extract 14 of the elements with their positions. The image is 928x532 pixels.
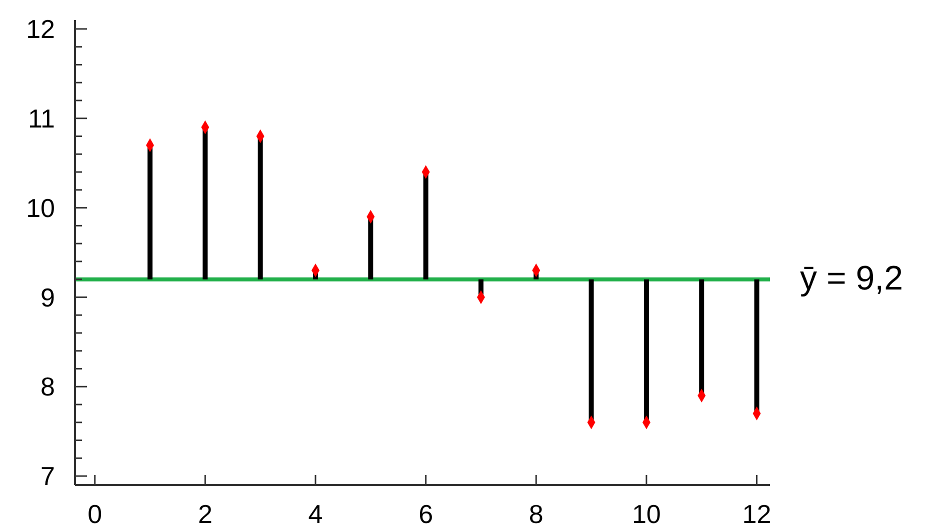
x-tick-label: 8 (528, 499, 544, 529)
y-tick-label: 8 (40, 372, 55, 402)
y-tick-label: 10 (26, 192, 55, 223)
x-tick-label: 12 (742, 499, 772, 529)
y-tick-label: 9 (40, 282, 55, 312)
x-tick-label: 4 (308, 499, 323, 529)
y-tick-label: 12 (26, 14, 55, 44)
x-tick-label: 6 (418, 499, 434, 529)
x-tick-label: 2 (198, 499, 212, 529)
ref-line-label: ȳ = 9,2 (800, 259, 904, 298)
x-tick-label: 0 (88, 499, 102, 529)
x-tick-label: 10 (632, 499, 661, 529)
y-tick-label: 7 (40, 461, 55, 492)
y-tick-label: 11 (28, 103, 55, 134)
